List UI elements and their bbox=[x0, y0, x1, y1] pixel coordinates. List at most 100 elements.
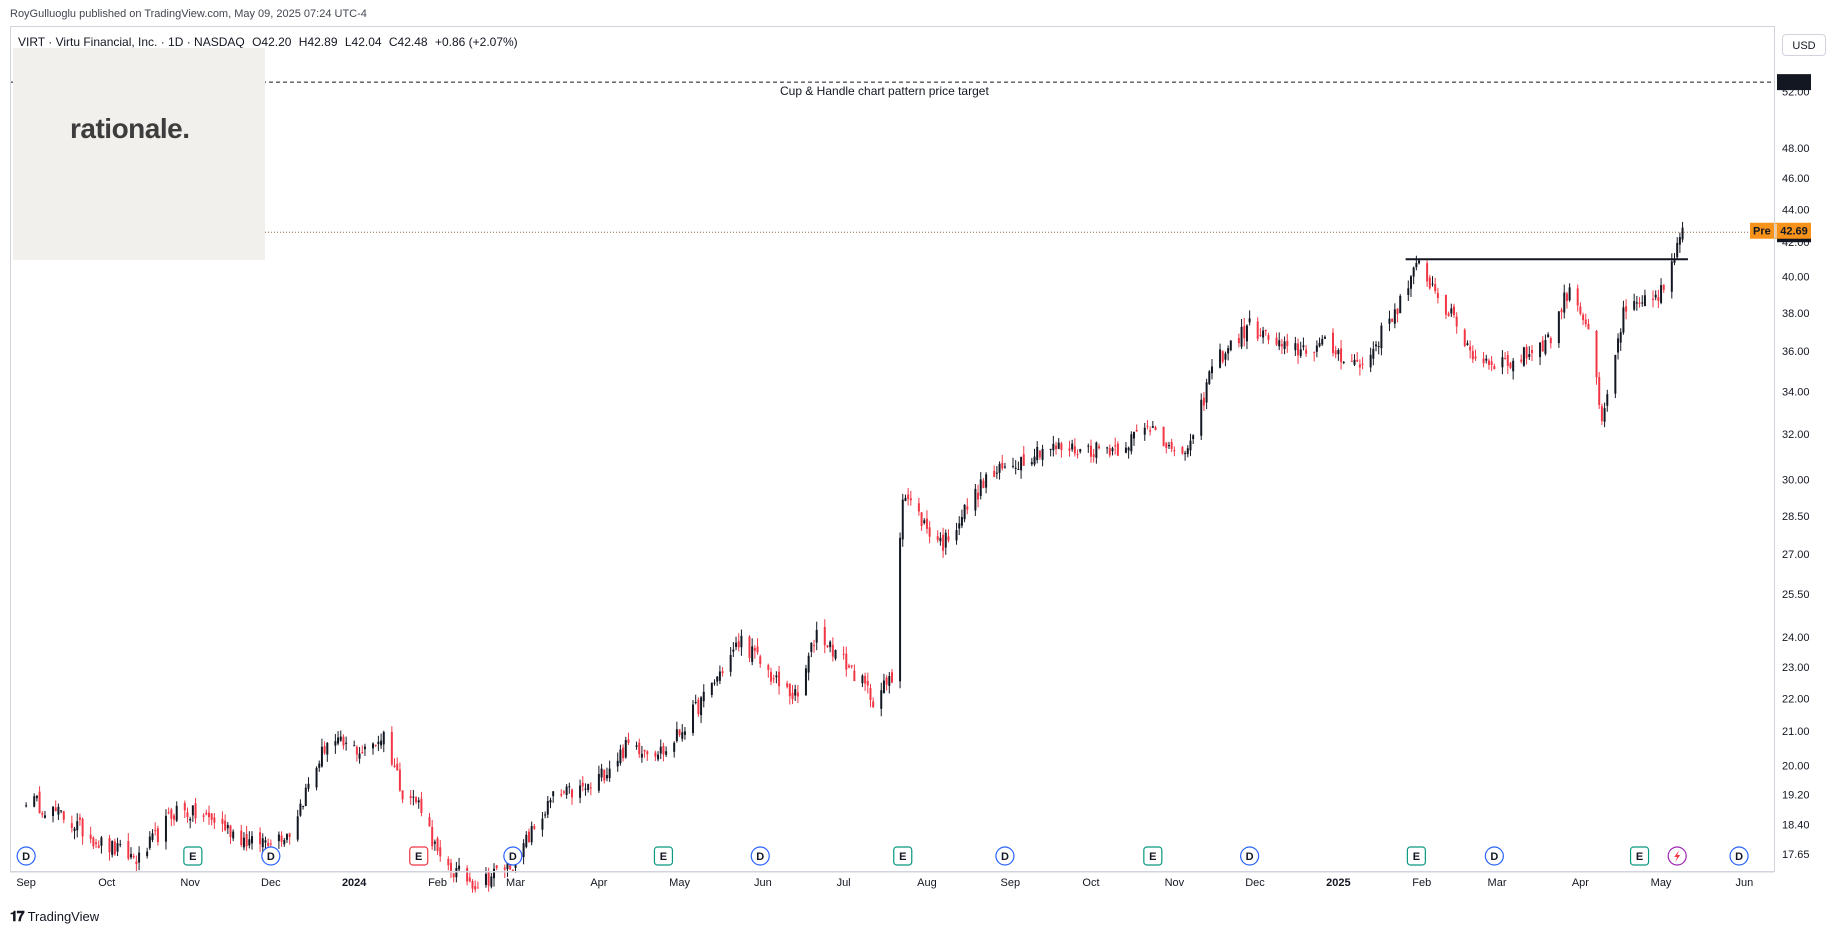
candle-body bbox=[775, 675, 778, 678]
candle bbox=[1305, 345, 1308, 357]
candle bbox=[721, 667, 724, 677]
candle bbox=[560, 789, 563, 798]
candle bbox=[466, 865, 469, 886]
candle bbox=[452, 873, 455, 883]
earnings-badge bbox=[1143, 846, 1163, 866]
candle bbox=[635, 741, 638, 750]
earnings-event-icon: E bbox=[1406, 846, 1426, 866]
candle bbox=[646, 750, 649, 761]
candle-body bbox=[1678, 237, 1681, 245]
candle bbox=[1377, 341, 1380, 355]
candle bbox=[977, 484, 980, 508]
candle bbox=[1673, 252, 1676, 266]
candle bbox=[998, 461, 1001, 480]
candle-body bbox=[1541, 340, 1544, 352]
earnings-event-icon: E bbox=[653, 846, 674, 866]
candle bbox=[458, 857, 461, 872]
candle-body bbox=[1036, 446, 1039, 461]
candle-body bbox=[146, 851, 149, 857]
candle bbox=[794, 684, 797, 702]
candle bbox=[1436, 287, 1439, 304]
price-axis-divider bbox=[1774, 26, 1775, 872]
candle-body bbox=[759, 656, 762, 664]
candle bbox=[1606, 389, 1609, 412]
candle-body bbox=[1391, 318, 1394, 322]
candle-body bbox=[304, 787, 307, 806]
candle bbox=[1030, 457, 1033, 467]
candle-body bbox=[377, 741, 380, 745]
candle bbox=[1060, 441, 1063, 458]
candle bbox=[678, 729, 681, 737]
candle bbox=[113, 838, 116, 856]
candle bbox=[1391, 318, 1394, 322]
candle bbox=[1501, 350, 1504, 375]
candle-body bbox=[1165, 442, 1168, 448]
candle-body bbox=[1350, 360, 1353, 362]
candle-body bbox=[909, 498, 912, 501]
legend-symbol[interactable]: VIRT · Virtu Financial, Inc. · 1D · NASD… bbox=[18, 35, 245, 49]
candle-body bbox=[323, 746, 326, 754]
candle-body bbox=[1318, 342, 1321, 347]
candle bbox=[1264, 329, 1267, 336]
candle bbox=[974, 483, 977, 516]
candle bbox=[1237, 333, 1240, 348]
candle-body bbox=[1060, 443, 1063, 451]
candle bbox=[374, 744, 377, 748]
candle-body bbox=[735, 642, 738, 647]
x-tick-label: Mar bbox=[1488, 877, 1507, 889]
candle bbox=[398, 762, 401, 792]
candle bbox=[95, 838, 98, 849]
x-tick-label: Jun bbox=[754, 877, 772, 889]
candle-body bbox=[619, 749, 622, 764]
candle-body bbox=[552, 791, 555, 797]
candle bbox=[1106, 446, 1109, 454]
candle bbox=[1557, 311, 1560, 348]
candle bbox=[692, 699, 695, 736]
candle-body bbox=[635, 745, 638, 747]
candle bbox=[431, 819, 434, 850]
candle-body bbox=[845, 653, 848, 670]
candle bbox=[315, 766, 318, 791]
candle-body bbox=[342, 736, 345, 746]
dividend-event-icon: D bbox=[1240, 846, 1260, 866]
candle-body bbox=[985, 474, 988, 488]
candle-body bbox=[170, 809, 173, 819]
candle-body bbox=[794, 689, 797, 696]
candle-body bbox=[694, 701, 697, 703]
candle bbox=[226, 822, 229, 835]
candle-body bbox=[57, 806, 60, 815]
candle bbox=[751, 638, 754, 666]
y-tick-label: 34.00 bbox=[1782, 386, 1810, 398]
candle-body bbox=[1151, 426, 1154, 428]
candle-body bbox=[1020, 457, 1023, 471]
candle-body bbox=[1595, 330, 1598, 378]
candle bbox=[173, 813, 176, 826]
candle bbox=[904, 494, 907, 502]
candle bbox=[993, 465, 996, 478]
footer-brand[interactable]: 𝟏𝟕 TradingView bbox=[10, 908, 99, 925]
dividend-badge bbox=[1484, 846, 1504, 866]
candle-body bbox=[901, 499, 904, 540]
candle bbox=[261, 833, 264, 853]
candle bbox=[1224, 351, 1227, 367]
candle bbox=[683, 727, 686, 740]
candle bbox=[882, 673, 885, 694]
candle bbox=[963, 504, 966, 523]
candle bbox=[358, 747, 361, 764]
candle-body bbox=[355, 746, 358, 755]
candle-body bbox=[681, 732, 684, 739]
candle bbox=[60, 810, 63, 814]
candle bbox=[194, 798, 197, 824]
candle-body bbox=[869, 688, 872, 701]
candle bbox=[251, 831, 254, 850]
currency-button[interactable]: USD bbox=[1782, 34, 1826, 56]
candle bbox=[562, 790, 565, 795]
candle-body bbox=[119, 844, 122, 846]
candle-body bbox=[624, 740, 627, 758]
candle-body bbox=[864, 676, 867, 684]
candle-body bbox=[1493, 366, 1496, 370]
candle-body bbox=[1189, 440, 1192, 451]
candle-body bbox=[296, 816, 299, 840]
candle-body bbox=[1549, 338, 1552, 344]
candle-body bbox=[396, 763, 399, 771]
